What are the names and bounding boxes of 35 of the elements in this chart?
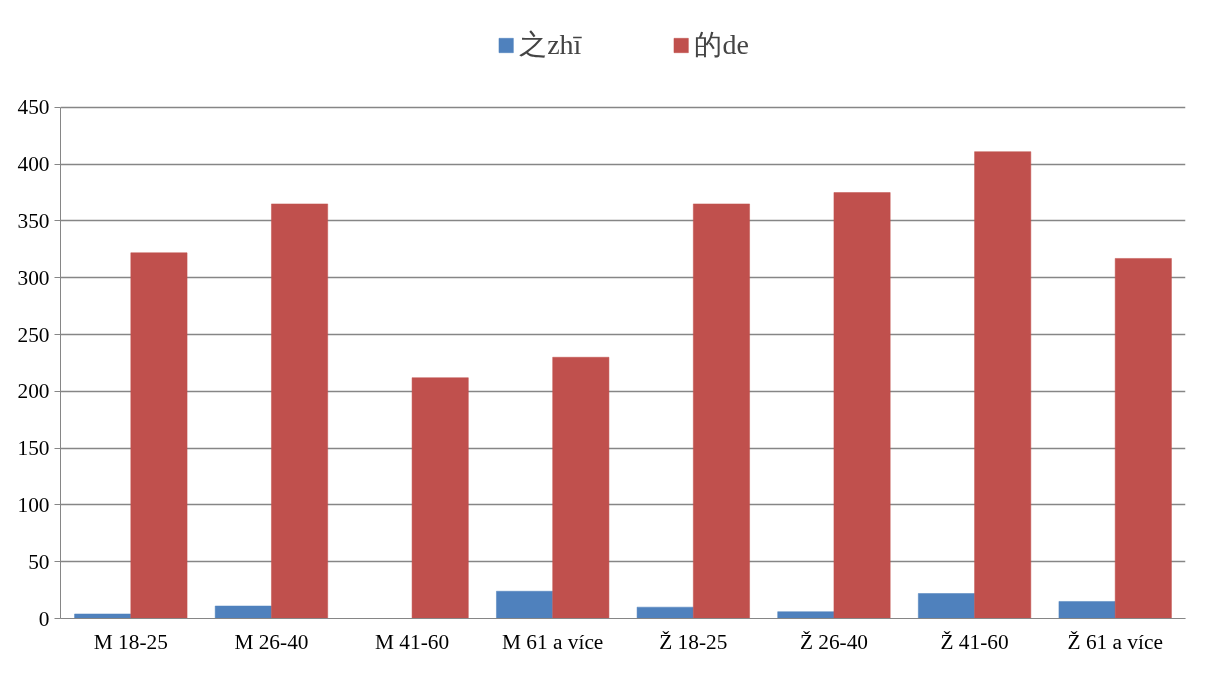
x-tick-label: Ž 18-25: [659, 629, 728, 654]
legend-label: 之zhī: [519, 28, 582, 62]
x-tick-label: M 41-60: [375, 629, 450, 654]
x-tick-label: Ž 26-40: [799, 629, 868, 654]
bar: [552, 357, 610, 619]
y-tick-label: 150: [17, 436, 50, 461]
y-tick-label: 250: [17, 322, 50, 347]
y-tick-label: 0: [38, 606, 50, 631]
legend-label: 的de: [694, 28, 749, 62]
bar: [271, 203, 328, 619]
bar: [974, 151, 1032, 619]
bar: [918, 593, 975, 619]
y-tick-label: 100: [17, 492, 50, 517]
bar: [636, 606, 694, 619]
y-tick-label: 400: [17, 152, 50, 177]
x-tick-label: M 18-25: [93, 629, 168, 654]
bar: [411, 377, 469, 619]
bar: [1114, 258, 1172, 619]
bar: [1058, 601, 1116, 619]
x-tick-label: Ž 61 a více: [1067, 629, 1163, 654]
y-tick-label: 450: [17, 95, 50, 120]
x-tick-label: M 61 a více: [502, 629, 604, 654]
bar: [214, 605, 272, 619]
x-tick-label: Ž 41-60: [940, 629, 1009, 654]
bar: [496, 590, 553, 619]
x-tick-label: M 26-40: [234, 629, 309, 654]
bar: [833, 192, 891, 619]
y-tick-label: 300: [17, 265, 50, 290]
y-tick-label: 50: [28, 549, 50, 574]
y-tick-label: 350: [17, 208, 50, 233]
bar: [777, 611, 835, 619]
y-tick-label: 200: [17, 379, 50, 404]
bar: [130, 252, 188, 619]
bar: [74, 613, 132, 619]
bar: [693, 203, 750, 619]
